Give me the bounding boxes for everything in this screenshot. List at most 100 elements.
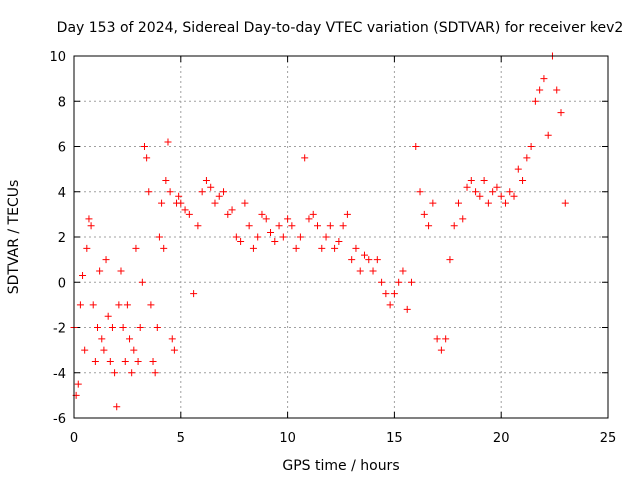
data-point	[113, 403, 121, 411]
y-tick-label: -2	[53, 322, 66, 337]
data-point	[170, 346, 178, 354]
data-point	[121, 357, 129, 365]
data-point	[104, 312, 112, 320]
data-point	[249, 244, 257, 252]
data-point	[284, 215, 292, 223]
data-point	[98, 335, 106, 343]
x-tick-label: 5	[177, 431, 185, 446]
data-point	[119, 324, 127, 331]
data-point	[437, 346, 445, 354]
data-point	[202, 176, 210, 184]
data-point	[155, 233, 163, 241]
data-point	[301, 154, 309, 162]
data-point	[416, 188, 424, 196]
y-axis-label: SDTVAR / TECUs	[6, 180, 22, 295]
data-point	[339, 222, 347, 230]
data-point	[96, 267, 104, 275]
data-point	[215, 192, 223, 200]
data-point	[194, 222, 202, 230]
data-point	[237, 238, 245, 246]
data-point	[175, 192, 183, 200]
y-tick-label: 6	[58, 141, 66, 156]
chart-title: Day 153 of 2024, Sidereal Day-to-day VTE…	[57, 20, 624, 36]
x-tick-label: 15	[386, 431, 403, 446]
data-point	[106, 357, 114, 365]
data-point	[153, 324, 161, 331]
data-point	[232, 233, 240, 241]
y-tick-label: 2	[58, 231, 66, 246]
data-point	[288, 222, 296, 230]
data-point	[510, 192, 518, 200]
data-point	[224, 210, 232, 218]
data-point	[544, 131, 552, 139]
data-point	[429, 199, 437, 207]
data-point	[162, 176, 170, 184]
data-point	[506, 188, 514, 196]
data-point	[228, 206, 236, 214]
data-point	[331, 244, 339, 252]
data-point	[258, 210, 266, 218]
y-tick-label: 10	[49, 50, 66, 65]
data-point	[211, 199, 219, 207]
data-point	[467, 176, 475, 184]
data-point	[314, 222, 322, 230]
data-point	[151, 369, 159, 377]
data-point	[132, 244, 140, 252]
data-point	[454, 199, 462, 207]
data-point	[373, 256, 381, 264]
data-point	[267, 228, 275, 236]
data-point	[399, 267, 407, 275]
data-point	[89, 301, 97, 309]
data-point	[100, 346, 108, 354]
data-point	[403, 305, 411, 313]
y-tick-label: 8	[58, 95, 66, 110]
data-point	[166, 188, 174, 196]
data-point	[369, 267, 377, 275]
data-point	[309, 210, 317, 218]
data-point	[185, 210, 193, 218]
data-point	[390, 290, 398, 298]
data-point	[134, 357, 142, 365]
data-point	[220, 188, 228, 196]
data-point	[497, 192, 505, 200]
data-marks	[70, 52, 569, 411]
y-tick-label: -4	[53, 367, 66, 382]
data-point	[128, 369, 136, 377]
data-point	[501, 199, 509, 207]
data-point	[81, 346, 89, 354]
data-point	[412, 143, 420, 150]
y-tick-label: 4	[58, 186, 66, 201]
data-point	[130, 346, 138, 354]
data-point	[489, 188, 497, 196]
data-point	[433, 335, 441, 343]
data-point	[472, 188, 480, 196]
data-point	[326, 222, 334, 230]
y-tick-label: -6	[53, 412, 66, 427]
data-point	[91, 357, 99, 365]
data-point	[262, 215, 270, 223]
data-point	[352, 244, 360, 252]
data-point	[536, 86, 544, 94]
data-point	[207, 183, 215, 191]
data-point	[79, 271, 87, 279]
data-point	[519, 176, 527, 184]
data-point	[74, 380, 82, 388]
y-tick-label: 0	[58, 276, 66, 291]
data-point	[158, 199, 166, 207]
data-point	[480, 176, 488, 184]
data-point	[348, 256, 356, 264]
data-point	[386, 301, 394, 309]
data-point	[102, 256, 110, 264]
data-point	[356, 267, 364, 275]
x-tick-label: 20	[493, 431, 510, 446]
data-point	[540, 75, 548, 83]
data-point	[147, 301, 155, 309]
data-point	[493, 183, 501, 191]
data-point	[275, 222, 283, 230]
data-point	[459, 215, 467, 223]
data-point	[463, 183, 471, 191]
data-point	[279, 233, 287, 241]
data-point	[143, 154, 151, 162]
data-point	[523, 154, 531, 162]
